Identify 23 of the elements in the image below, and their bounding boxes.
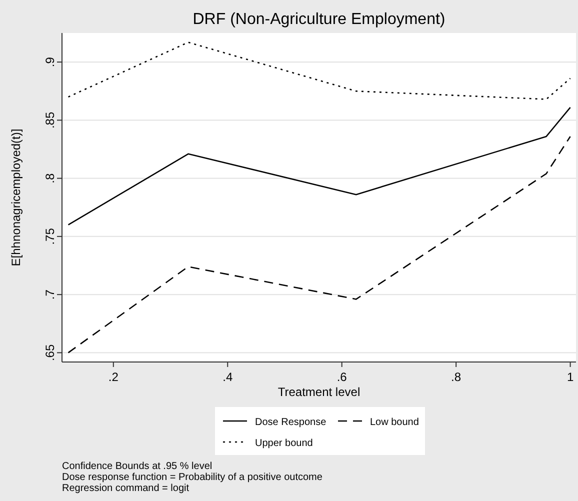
y-tick-label: .8 [43,172,57,184]
x-tick-label: .8 [451,370,462,384]
legend-label: Dose Response [255,417,327,428]
x-tick-label: .2 [108,370,119,384]
text: Regression command = logit [62,483,190,494]
y-tick-label: .75 [43,228,57,245]
y-axis-title: E[hhnonagricemployed(t)] [9,128,23,266]
y-tick-label: .9 [43,56,57,68]
y-tick-label: .65 [43,344,57,362]
line-series [68,42,571,100]
chart-title: DRF (Non-Agriculture Employment) [192,11,446,28]
line-series [68,106,571,226]
line-series [68,136,571,354]
y-tick-label: .85 [43,112,57,129]
x-tick-label: .6 [336,370,348,384]
text: Confidence Bounds at .95 % level [62,461,212,472]
y-tick-label: .7 [43,289,57,300]
legend-label: Low bound [370,417,419,428]
x-tick-label: 1 [566,370,574,384]
text: Dose response function = Probability of a positive outcome [62,472,323,483]
x-tick-label: .4 [222,370,233,384]
x-axis-title: Treatment level [278,385,360,399]
legend-label: Upper bound [255,438,313,449]
